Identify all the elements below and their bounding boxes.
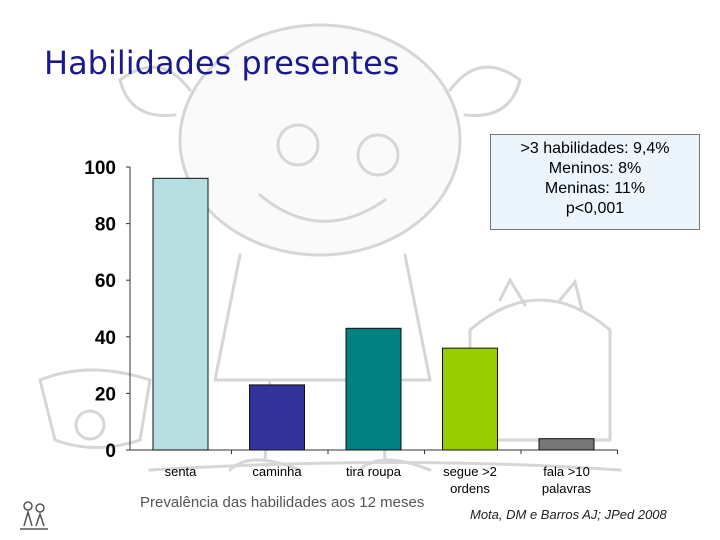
bar [442, 347, 498, 451]
y-tick-label: 80 [95, 215, 116, 236]
info-line: Meninos: 8% [548, 160, 642, 177]
corner-logo-icon [20, 501, 48, 530]
info-line: Meninas: 11% [544, 180, 646, 197]
x-tick-label: segue >2 [443, 464, 497, 479]
y-tick-label: 100 [84, 158, 116, 179]
x-tick-label: ordens [450, 481, 490, 496]
bar [345, 327, 402, 451]
bar [152, 177, 209, 451]
y-tick-label: 60 [95, 271, 116, 292]
info-line: >3 habilidades: 9,4% [520, 140, 670, 157]
x-tick-label: tira roupa [346, 464, 402, 479]
x-tick-label: caminha [252, 464, 302, 479]
x-tick-label: palavras [542, 481, 592, 496]
citation: Mota, DM e Barros AJ; JPed 2008 [470, 507, 667, 522]
y-tick-label: 40 [95, 328, 116, 349]
bar [538, 438, 595, 451]
info-box: >3 habilidades: 9,4% Meninos: 8% Meninas… [490, 134, 700, 230]
chart-caption: Prevalência das habilidades aos 12 meses [140, 494, 425, 511]
x-tick-label: fala >10 [543, 464, 590, 479]
slide-title: Habilidades presentes [44, 44, 400, 82]
x-tick-label: senta [165, 464, 198, 479]
y-tick-label: 0 [105, 441, 116, 462]
info-line: p<0,001 [565, 200, 625, 217]
y-tick-label: 20 [95, 384, 116, 405]
bar [249, 384, 305, 451]
